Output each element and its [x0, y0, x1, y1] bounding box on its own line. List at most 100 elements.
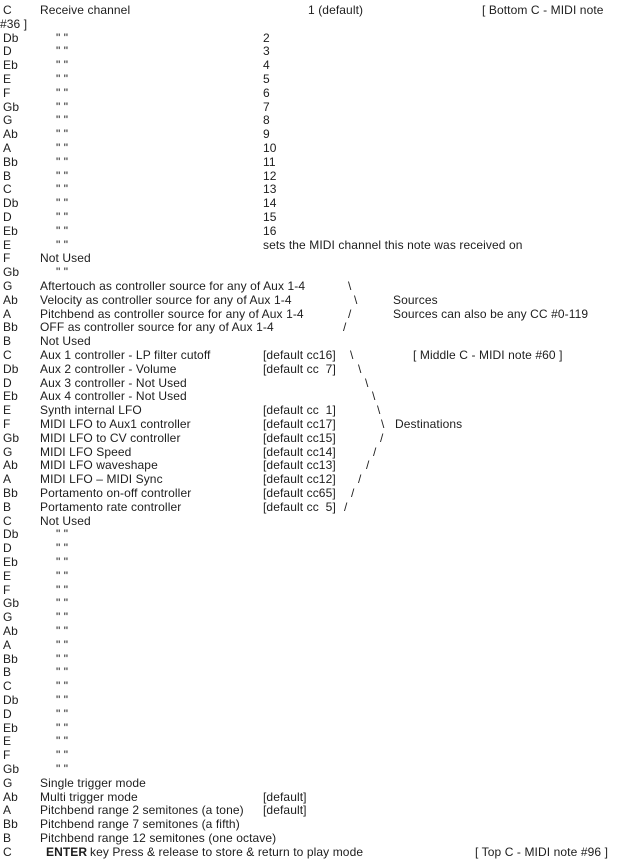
row-text: 12	[263, 168, 277, 183]
table-row: F Not Used	[0, 251, 628, 265]
note-name: Bb	[3, 486, 18, 500]
row-text: Receive channel	[40, 3, 131, 17]
octave-annotation: [ Middle C - MIDI note #60 ]	[413, 348, 563, 362]
note-name: D	[3, 541, 12, 556]
table-row: Eb Aux 4 controller - Not Used \	[0, 389, 628, 403]
note-name: F	[3, 582, 11, 597]
table-row: E " " 5	[0, 72, 628, 86]
ditto-mark: " "	[56, 58, 69, 73]
ditto-mark: " "	[56, 127, 69, 142]
ditto-mark: " "	[56, 541, 69, 556]
ditto-mark: " "	[56, 85, 69, 100]
row-text: Velocity as controller source for any of…	[40, 292, 292, 307]
ditto-mark: " "	[56, 210, 69, 224]
row-text: 4	[263, 58, 270, 73]
note-name: E	[3, 403, 12, 418]
ditto-mark: " "	[56, 223, 69, 238]
table-row: Bb " " 11	[0, 155, 628, 169]
table-row: B Portamento rate controller [default cc 5…	[0, 500, 628, 514]
note-name: C	[3, 3, 12, 17]
table-row: F " "	[0, 583, 628, 597]
slash-mark: \	[372, 389, 376, 404]
row-text: 13	[263, 182, 277, 197]
note-name: B	[3, 831, 12, 845]
slash-mark: /	[348, 306, 352, 321]
table-row: Ab Velocity as controller source for any …	[0, 293, 628, 307]
row-text: Aux 4 controller - Not Used	[40, 389, 187, 404]
note-name: C	[3, 348, 12, 362]
note-name: Db	[3, 527, 19, 542]
ditto-mark: " "	[56, 665, 69, 680]
ditto-mark: " "	[56, 99, 69, 114]
row-text: 14	[263, 196, 277, 211]
note-name: Eb	[3, 555, 18, 569]
slash-mark: \	[350, 348, 354, 362]
slash-mark: /	[351, 486, 355, 500]
note-name: B	[3, 334, 12, 349]
note-name: F	[3, 251, 11, 266]
ditto-mark: " "	[56, 527, 69, 542]
table-row: Eb " " 16	[0, 224, 628, 238]
table-row: D Aux 3 controller - Not Used \	[0, 376, 628, 390]
default-value: [default cc14]	[263, 444, 336, 459]
note-name: Eb	[3, 720, 18, 735]
row-text: Portamento on-off controller	[40, 486, 192, 500]
row-text: OFF as controller source for any of Aux …	[40, 320, 274, 335]
ditto-mark: " "	[56, 237, 69, 252]
default-value: [default]	[263, 803, 307, 818]
note-name: F	[3, 85, 11, 100]
row-text: #36 ]	[0, 16, 28, 31]
row-text: 7	[263, 99, 270, 114]
note-name: A	[3, 637, 12, 652]
slash-mark: /	[358, 472, 362, 487]
table-row: Gb " "	[0, 762, 628, 776]
note-name: F	[3, 748, 11, 763]
table-row: B " " 12	[0, 169, 628, 183]
slash-mark: \	[348, 279, 352, 293]
table-row: Ab MIDI LFO waveshape [default cc13] /	[0, 458, 628, 472]
table-row: A " " 10	[0, 141, 628, 155]
row-text: Multi trigger mode	[40, 789, 138, 804]
slash-mark: \	[354, 292, 358, 307]
table-row: Gb " " 7	[0, 100, 628, 114]
row-text: Aux 3 controller - Not Used	[40, 375, 187, 390]
table-row: D " " 3	[0, 44, 628, 58]
table-row: E " "	[0, 734, 628, 748]
row-text: Aux 2 controller - Volume	[40, 361, 177, 376]
table-row: G " "	[0, 610, 628, 624]
table-row: Bb Pitchbend range 7 semitones (a fifth)	[0, 817, 628, 831]
table-row: G MIDI LFO Speed [default cc14] /	[0, 445, 628, 459]
enter-key-label: ENTER	[46, 844, 88, 859]
note-name: Ab	[3, 292, 18, 307]
slash-mark: /	[343, 320, 347, 335]
table-row: D " "	[0, 707, 628, 721]
table-row: Ab " " 9	[0, 127, 628, 141]
slash-mark: \	[358, 361, 362, 376]
row-text: Not Used	[40, 513, 91, 528]
note-name: Eb	[3, 223, 18, 238]
table-row: Gb " "	[0, 265, 628, 279]
row-text: 5	[263, 72, 270, 86]
ditto-mark: " "	[56, 265, 69, 280]
note-name: B	[3, 499, 12, 514]
ditto-mark: " "	[56, 582, 69, 597]
default-value: [default cc65]	[263, 486, 336, 500]
table-row: D " "	[0, 541, 628, 555]
table-row: Eb " "	[0, 555, 628, 569]
row-text: Aftertouch as controller source for any …	[40, 279, 306, 293]
ditto-mark: " "	[56, 44, 69, 59]
ditto-mark: " "	[56, 30, 69, 45]
note-name: B	[3, 665, 12, 680]
row-text: 3	[263, 44, 270, 59]
slash-mark: \	[377, 403, 381, 418]
row-text: Single trigger mode	[40, 775, 146, 790]
row-text: MIDI LFO to CV controller	[40, 430, 181, 445]
note-name: G	[3, 444, 13, 459]
row-text: Not Used	[40, 251, 91, 266]
note-name: Gb	[3, 762, 20, 776]
table-row: Eb " " 4	[0, 58, 628, 72]
table-row: C " "	[0, 679, 628, 693]
row-text: Synth internal LFO	[40, 403, 142, 418]
table-row: #36 ]	[0, 17, 628, 31]
slash-mark: /	[366, 458, 370, 473]
